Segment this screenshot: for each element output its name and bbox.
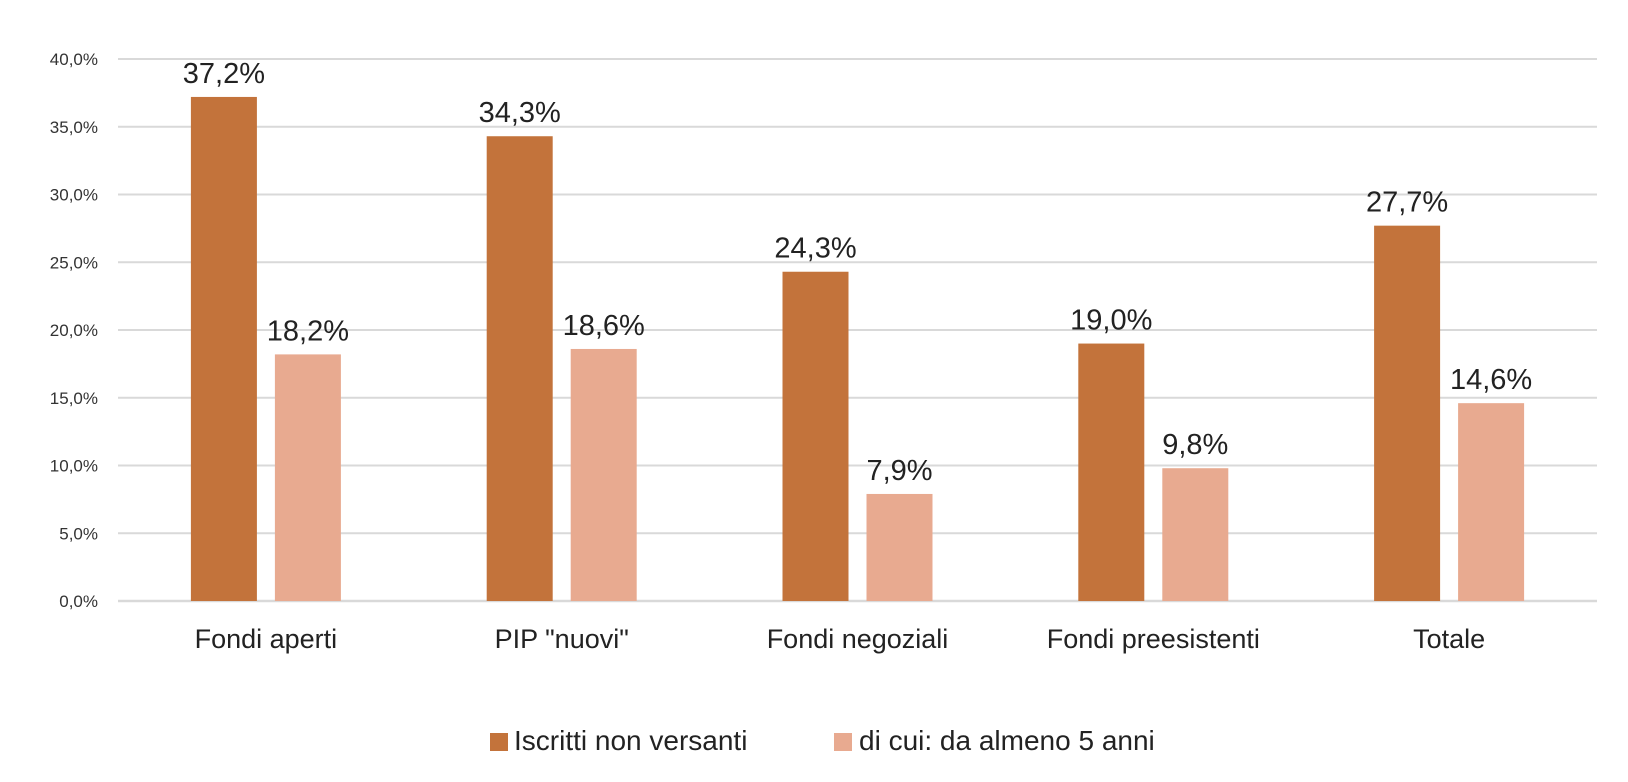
bar-iscritti	[190, 96, 257, 601]
y-tick-label: 15,0%	[50, 389, 98, 408]
bar-iscritti	[782, 271, 849, 601]
data-label: 27,7%	[1366, 187, 1448, 219]
y-tick-label: 25,0%	[50, 253, 98, 272]
bar-di-cui	[1162, 468, 1229, 601]
y-tick-label: 0,0%	[59, 592, 98, 611]
x-tick-label: Fondi aperti	[195, 624, 338, 654]
bar-di-cui	[274, 354, 341, 601]
y-tick-label: 40,0%	[50, 50, 98, 69]
bar-iscritti	[486, 136, 553, 602]
y-tick-label: 30,0%	[50, 186, 98, 205]
y-tick-label: 35,0%	[50, 118, 98, 137]
x-tick-label: PIP "nuovi"	[495, 624, 629, 654]
bar-di-cui	[1458, 403, 1525, 601]
bar-di-cui	[570, 348, 637, 601]
x-tick-label: Fondi preesistenti	[1047, 624, 1260, 654]
y-tick-label: 5,0%	[59, 524, 98, 543]
y-axis-ticks: 0,0% 5,0% 10,0% 15,0% 20,0% 25,0% 30,0% 35,0% 40…	[50, 50, 98, 611]
bars	[190, 96, 1525, 602]
y-tick-label: 10,0%	[50, 457, 98, 476]
y-tick-label: 20,0%	[50, 321, 98, 340]
x-axis-ticks: Fondi aperti PIP "nuovi" Fondi negoziali Fo…	[195, 624, 1486, 654]
x-tick-label: Totale	[1413, 624, 1485, 654]
data-label: 34,3%	[479, 97, 561, 129]
data-label: 18,6%	[563, 310, 645, 342]
data-label: 18,2%	[267, 315, 349, 347]
legend-label-iscritti: Iscritti non versanti	[514, 725, 747, 756]
bar-iscritti	[1078, 343, 1145, 601]
legend-swatch-iscritti	[490, 733, 508, 751]
legend-swatch-di-cui	[834, 733, 852, 751]
data-label: 7,9%	[866, 455, 932, 487]
legend: Iscritti non versanti di cui: da almeno …	[490, 725, 1155, 756]
data-label: 24,3%	[774, 233, 856, 265]
data-labels: 37,2% 18,2% 34,3% 18,6% 24,3% 7,9% 19,0% 9,8% 27…	[183, 58, 1532, 487]
data-label: 14,6%	[1450, 364, 1532, 396]
gridlines	[118, 58, 1597, 603]
data-label: 37,2%	[183, 58, 265, 90]
legend-label-di-cui: di cui: da almeno 5 anni	[859, 725, 1155, 756]
bar-iscritti	[1374, 225, 1441, 602]
bar-di-cui	[866, 493, 933, 601]
x-tick-label: Fondi negoziali	[767, 624, 949, 654]
data-label: 9,8%	[1162, 429, 1228, 461]
data-label: 19,0%	[1070, 305, 1152, 337]
